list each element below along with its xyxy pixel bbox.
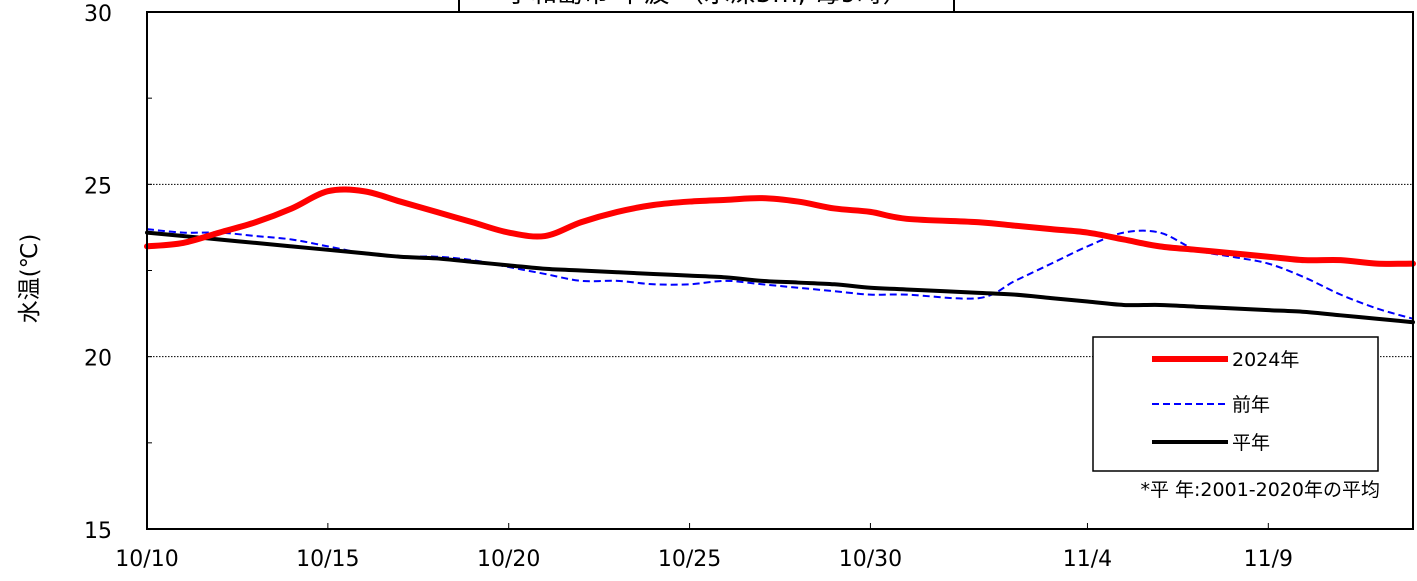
- x-tick-label: 10/15: [296, 547, 359, 572]
- x-tick-label: 10/20: [477, 547, 540, 572]
- x-tick-label: 11/9: [1244, 547, 1293, 572]
- series-line-2: [145, 230, 1415, 325]
- legend-label-1: 前年: [1232, 394, 1270, 416]
- y-tick-labels: 15 20 25 30: [84, 2, 112, 544]
- x-tick-labels: 10/10 10/15 10/20 10/25 10/30 11/4 11/9: [115, 547, 1293, 572]
- grid-lines: [147, 183, 1413, 358]
- series-lines: [144, 186, 1416, 325]
- x-tick-label: 10/30: [839, 547, 902, 572]
- x-tick-label: 10/25: [658, 547, 721, 572]
- x-tick-label: 10/10: [115, 547, 178, 572]
- y-tick-label: 15: [84, 519, 112, 544]
- normal-year-note: *平 年:2001-2020年の平均: [1140, 479, 1380, 501]
- legend-label-0: 2024年: [1232, 349, 1299, 371]
- y-tick-label: 25: [84, 174, 112, 199]
- x-tick-label: 11/4: [1063, 547, 1112, 572]
- y-tick-label: 20: [84, 347, 112, 372]
- axis-ticks: [146, 11, 1269, 530]
- y-tick-label: 30: [84, 2, 112, 27]
- chart-title-box: 宇和島市 下波 （水深5m, 毎9時）: [458, 0, 955, 13]
- series-line-1: [146, 228, 1414, 320]
- chart-title: 宇和島市 下波 （水深5m, 毎9時）: [505, 0, 908, 9]
- y-axis-label: 水温(℃): [17, 234, 43, 324]
- series-line-0: [144, 186, 1416, 267]
- legend-label-2: 平年: [1232, 432, 1270, 454]
